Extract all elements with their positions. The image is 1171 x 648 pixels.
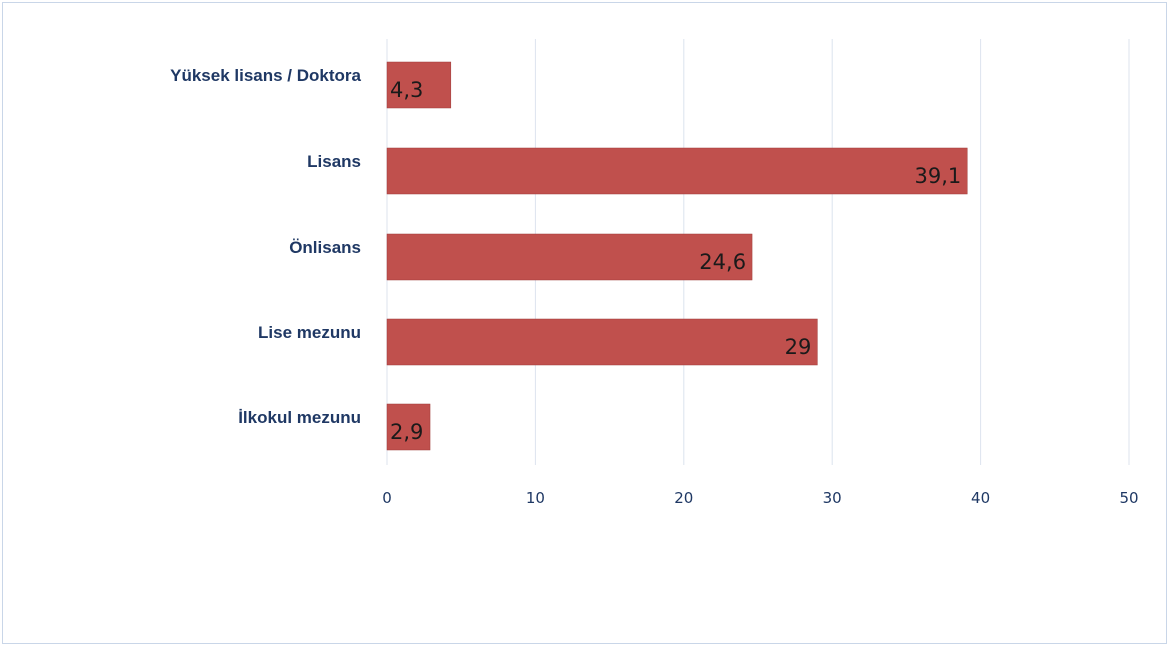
data-label-2: 24,6 [699,250,746,274]
bar-0 [386,61,452,109]
data-label-0: 4,3 [390,78,423,102]
data-label-4: 2,9 [390,420,423,444]
bar-chart: Yüksek lisans / Doktora Lisans Önlisans Lis… [170,39,1139,507]
x-tick-label-0: 0 [382,489,392,507]
x-tick-label-20: 20 [674,489,693,507]
bars [386,61,968,451]
x-axis-ticks: 0 10 20 30 40 50 [382,489,1138,507]
bar-1 [386,147,968,195]
x-tick-label-50: 50 [1119,489,1138,507]
x-tick-label-30: 30 [823,489,842,507]
data-label-1: 39,1 [914,164,961,188]
bar-2 [386,233,753,281]
bar-4 [386,403,431,451]
category-labels: Yüksek lisans / Doktora Lisans Önlisans Lis… [170,66,361,427]
category-label-2: Önlisans [289,238,361,257]
bar-3 [386,318,818,366]
category-label-1: Lisans [307,152,361,171]
x-tick-label-40: 40 [971,489,990,507]
data-labels: 4,3 39,1 24,6 29 2,9 [390,78,961,444]
category-label-4: İlkokul mezunu [238,408,361,427]
data-label-3: 29 [785,335,812,359]
category-label-3: Lise mezunu [258,323,361,342]
category-label-0: Yüksek lisans / Doktora [170,66,361,85]
x-tick-label-10: 10 [526,489,545,507]
